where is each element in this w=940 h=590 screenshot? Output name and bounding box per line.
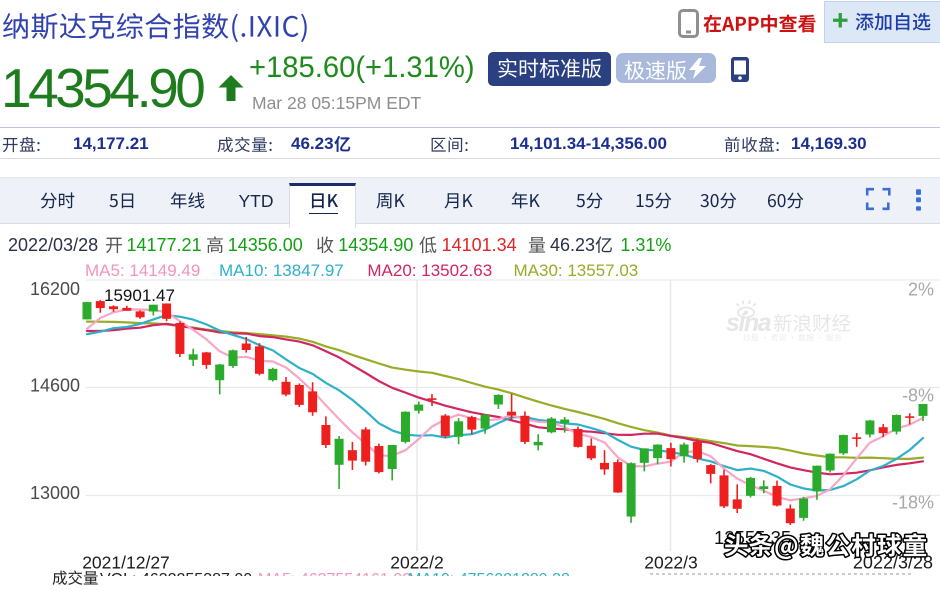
svg-text:16200: 16200 xyxy=(30,279,80,299)
svg-text:14600: 14600 xyxy=(30,375,80,395)
svg-text:MA5: 4637554161.00: MA5: 4637554161.00 xyxy=(258,571,411,576)
svg-text:2%: 2% xyxy=(908,280,934,300)
svg-text:2022/2: 2022/2 xyxy=(390,553,444,573)
svg-text:15901.47: 15901.47 xyxy=(104,286,175,305)
svg-text:2022/3: 2022/3 xyxy=(644,553,698,573)
svg-text:MA10: 4756021289.38: MA10: 4756021289.38 xyxy=(408,571,570,576)
svg-text:VOL: 4632255387.00: VOL: 4632255387.00 xyxy=(100,571,252,576)
svg-text:13000: 13000 xyxy=(30,483,80,503)
svg-text:-8%: -8% xyxy=(902,386,934,406)
svg-text:-18%: -18% xyxy=(892,493,934,513)
svg-text:sina: sina xyxy=(726,309,772,337)
svg-text:2021/12/27: 2021/12/27 xyxy=(82,553,170,573)
